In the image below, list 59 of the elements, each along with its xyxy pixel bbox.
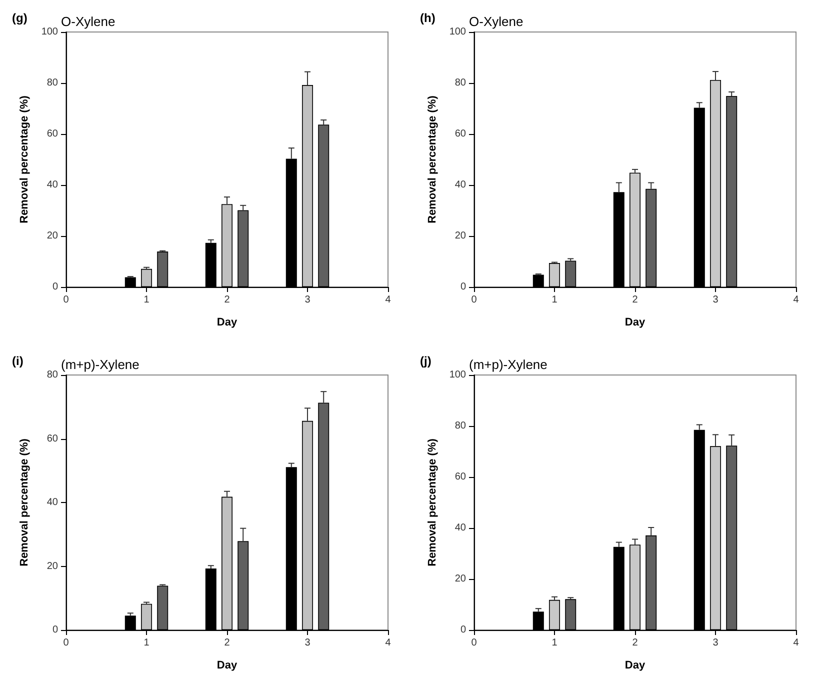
y-tick-label: 40 — [46, 497, 58, 508]
y-tick-label: 0 — [52, 282, 58, 292]
y-tick-label: 0 — [460, 624, 466, 636]
y-tick-label: 40 — [454, 522, 466, 534]
y-tick-label: 40 — [454, 180, 466, 190]
y-tick-label: 60 — [46, 128, 58, 140]
x-tick-label: 2 — [632, 638, 638, 648]
y-tick-label: 100 — [449, 26, 466, 38]
x-tick-label: 4 — [793, 294, 800, 306]
x-tick-label: 0 — [63, 294, 70, 306]
y-tick-label: 80 — [454, 420, 466, 432]
y-tick-label: 40 — [46, 180, 58, 190]
x-tick-label: 2 — [224, 638, 230, 648]
x-tick-label: 1 — [144, 638, 150, 648]
chart-title: (m+p)-Xylene — [61, 357, 140, 372]
y-tick-label: 60 — [46, 433, 58, 444]
y-tick-label: 60 — [454, 128, 466, 140]
y-tick-label: 60 — [454, 472, 466, 482]
y-axis-title: Removal percentage (%) — [426, 95, 438, 224]
x-tick-label: 2 — [224, 294, 230, 306]
x-tick-label: 3 — [304, 294, 311, 306]
text: (g) — [12, 11, 28, 25]
x-tick-label: 0 — [471, 294, 478, 306]
y-axis-title: Removal percentage (%) — [426, 438, 438, 566]
x-tick-label: 2 — [632, 294, 638, 306]
y-tick-label: 20 — [454, 230, 466, 242]
y-tick-label: 20 — [46, 560, 58, 572]
chart-title: O-Xylene — [61, 14, 116, 29]
x-axis-title: Day — [624, 660, 646, 672]
y-axis-title: Removal percentage (%) — [18, 438, 30, 566]
x-tick-label: 1 — [144, 294, 150, 306]
text: (h) — [420, 11, 436, 25]
y-tick-label: 0 — [460, 282, 466, 292]
x-tick-label: 4 — [793, 638, 800, 648]
x-tick-label: 0 — [63, 638, 70, 648]
y-tick-label: 0 — [52, 624, 58, 636]
text: (j) — [420, 354, 432, 368]
x-tick-label: 4 — [385, 294, 392, 306]
x-tick-label: 1 — [552, 294, 558, 306]
y-tick-label: 80 — [454, 78, 466, 88]
y-tick-label: 20 — [454, 574, 466, 584]
x-tick-label: 0 — [471, 638, 478, 648]
x-tick-label: 3 — [712, 294, 719, 306]
y-tick-label: 80 — [46, 78, 58, 88]
x-tick-label: 3 — [712, 638, 719, 648]
x-axis-title: Day — [216, 660, 238, 672]
x-tick-label: 4 — [385, 638, 392, 648]
x-tick-label: 3 — [304, 638, 311, 648]
x-axis-title: Day — [624, 316, 646, 328]
chart-title: O-Xylene — [469, 14, 524, 29]
y-axis-title: Removal percentage (%) — [18, 95, 30, 224]
x-axis-title: Day — [216, 316, 238, 328]
x-tick-label: 1 — [552, 638, 558, 648]
chart-title: (m+p)-Xylene — [469, 357, 548, 372]
y-tick-label: 80 — [46, 370, 58, 380]
text: (i) — [12, 354, 24, 368]
y-tick-label: 100 — [41, 26, 58, 38]
y-tick-label: 100 — [449, 370, 466, 380]
y-tick-label: 20 — [46, 230, 58, 242]
